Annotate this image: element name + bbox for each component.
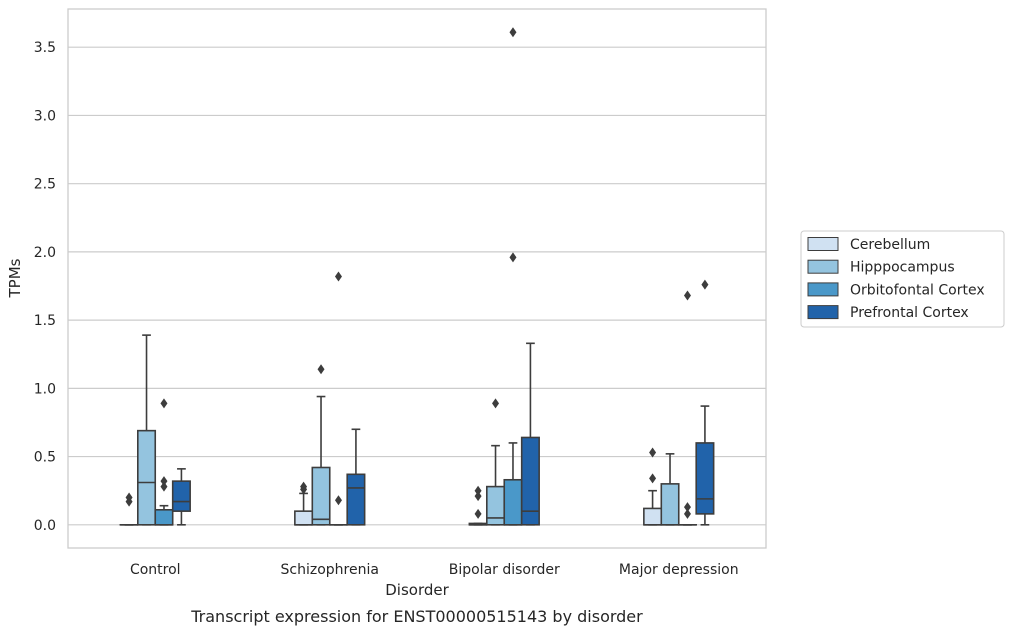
y-tick-label: 1.0 (34, 381, 56, 397)
box-orbitofontal-cortex (330, 271, 347, 524)
y-tick-label: 0.0 (34, 518, 56, 534)
box-iqr (696, 443, 713, 514)
box-iqr (138, 431, 155, 525)
outlier-point (335, 271, 342, 281)
x-tick-label: Bipolar disorder (449, 562, 560, 578)
legend-label: Prefrontal Cortex (850, 305, 969, 321)
box-iqr (347, 474, 364, 524)
box-hipppocampus (487, 398, 504, 524)
box-prefrontal-cortex (173, 469, 190, 525)
outlier-point (160, 476, 167, 486)
box-orbitofontal-cortex (679, 291, 696, 525)
box-cerebellum (644, 447, 661, 524)
outlier-point (492, 398, 499, 408)
box-iqr (173, 481, 190, 511)
box-orbitofontal-cortex (504, 27, 521, 525)
box-iqr (487, 487, 504, 525)
y-tick-label: 1.5 (34, 313, 56, 329)
gridlines (68, 47, 766, 525)
outlier-point (684, 291, 691, 301)
x-tick-label: Schizophrenia (281, 562, 379, 578)
outlier-point (509, 27, 516, 37)
box-iqr (504, 480, 521, 525)
y-tick-label: 2.0 (34, 245, 56, 261)
outlier-point (684, 502, 691, 512)
box-cerebellum (120, 493, 137, 525)
outlier-point (475, 509, 482, 519)
x-axis-ticks: Control Schizophrenia Bipolar disorder Majo… (130, 562, 739, 578)
box-iqr (644, 508, 661, 524)
legend-swatch (808, 306, 838, 319)
y-axis-ticks: 0.0 0.5 1.0 1.5 2.0 2.5 3.0 3.5 (34, 40, 56, 534)
outlier-point (475, 486, 482, 496)
box-hipppocampus (661, 454, 678, 525)
outlier-point (160, 398, 167, 408)
outlier-point (701, 280, 708, 290)
box-orbitofontal-cortex (155, 398, 172, 524)
box-hipppocampus (138, 335, 155, 525)
legend-label: Hipppocampus (850, 260, 955, 276)
box-cerebellum (469, 486, 486, 525)
outlier-point (335, 495, 342, 505)
legend-label: Orbitofontal Cortex (850, 282, 985, 298)
x-tick-label: Major depression (619, 562, 739, 578)
y-tick-label: 3.5 (34, 40, 56, 56)
x-tick-label: Control (130, 562, 181, 578)
box-iqr (155, 510, 172, 525)
plot-marks (120, 27, 713, 525)
chart-caption: Transcript expression for ENST0000051514… (190, 607, 643, 626)
box-iqr (295, 511, 312, 525)
legend-swatch (808, 238, 838, 251)
y-tick-label: 2.5 (34, 177, 56, 193)
y-tick-label: 3.0 (34, 108, 56, 124)
y-tick-label: 0.5 (34, 450, 56, 466)
legend-swatch (808, 283, 838, 296)
box-iqr (661, 484, 678, 525)
y-axis-label: TPMs (6, 258, 24, 298)
legend-label: Cerebellum (850, 237, 930, 253)
outlier-point (649, 473, 656, 483)
legend-swatch (808, 260, 838, 273)
box-prefrontal-cortex (347, 429, 364, 525)
x-axis-label: Disorder (385, 581, 449, 599)
plot-frame (68, 9, 766, 548)
box-cerebellum (295, 482, 312, 525)
box-iqr (312, 467, 329, 524)
outlier-point (318, 364, 325, 374)
box-prefrontal-cortex (696, 280, 713, 525)
legend: Cerebellum Hipppocampus Orbitofontal Corte… (801, 231, 1004, 327)
box-prefrontal-cortex (522, 343, 539, 524)
outlier-point (509, 252, 516, 262)
